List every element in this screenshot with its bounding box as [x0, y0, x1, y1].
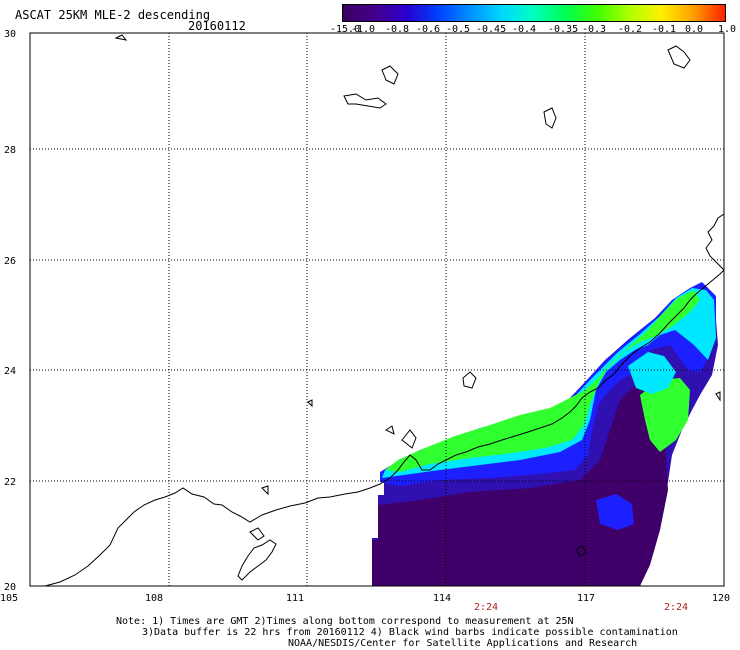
colorbar	[342, 4, 726, 22]
colorbar-label: -1.0	[351, 24, 376, 35]
coastline-segment	[343, 93, 387, 109]
coastline-segment	[462, 371, 477, 389]
colorbar-labels: -15.0 -1.0 -0.8 -0.6 -0.5 -0.45 -0.4 -0.35 -0.3-…	[330, 24, 740, 38]
coastline-segment	[385, 425, 395, 435]
colorbar-label: -0.4	[512, 24, 537, 35]
colorbar-label: 0.0	[685, 24, 704, 35]
latitude-label: 22	[4, 477, 16, 488]
colorbar-label: -0.6	[416, 24, 441, 35]
coastline-segment	[543, 107, 557, 129]
latitude-label: 28	[4, 145, 16, 156]
longitude-label: 108	[145, 593, 163, 604]
coastline-segment	[237, 539, 277, 581]
coastline-segment	[381, 65, 399, 85]
colorbar-label: -15.0	[330, 24, 361, 35]
latitude-label: 30	[4, 29, 16, 40]
coastline	[30, 34, 725, 587]
longitude-label: 117	[577, 593, 595, 604]
longitude-label: 120	[712, 593, 730, 604]
longitude-label: 105	[0, 593, 18, 604]
product-date: 20160112	[188, 19, 246, 33]
coastline-segment	[715, 391, 721, 402]
coastline-segment	[307, 399, 313, 408]
latitude-label: 20	[4, 582, 16, 593]
swath-region	[385, 290, 700, 472]
coastline-segment	[30, 269, 725, 587]
note-line-3: NOAA/NESDIS/Center for Satellite Applica…	[288, 638, 638, 649]
colorbar-label: 1.0	[718, 24, 737, 35]
colorbar-label: -0.45	[476, 24, 507, 35]
coastline-segment	[249, 527, 265, 541]
ascat-swath	[372, 282, 718, 586]
colorbar-label: -0.2	[618, 24, 643, 35]
coastline-segment	[575, 545, 587, 557]
colorbar-label: -0.1	[652, 24, 677, 35]
latitude-label: 26	[4, 256, 16, 267]
swath-region	[640, 378, 690, 452]
time-label-right: 2:24	[664, 602, 688, 613]
swath-region	[596, 494, 634, 530]
colorbar-label: -0.8	[385, 24, 410, 35]
coastline-segment	[114, 34, 128, 41]
swath-region	[628, 352, 676, 394]
colorbar-label: -0.5	[446, 24, 471, 35]
note-line-1: Note: 1) Times are GMT 2)Times along bot…	[116, 616, 574, 627]
time-label-left: 2:24	[474, 602, 498, 613]
product-title: ASCAT 25KM MLE-2 descending	[15, 8, 211, 22]
axis-tick-labels: 105 108 111 114 117 120 30 28 26 24 22 20	[0, 29, 730, 604]
longitude-label: 111	[286, 593, 304, 604]
longitude-label: 114	[433, 593, 451, 604]
coastline-segment	[261, 485, 269, 496]
latitude-label: 24	[4, 366, 16, 377]
coastline-segment	[401, 429, 417, 449]
colorbar-label: -0.35	[548, 24, 579, 35]
colorbar-label: -0.3	[582, 24, 607, 35]
coastline-segment	[667, 45, 691, 69]
coastline-segment	[705, 213, 725, 271]
note-line-2: 3)Data buffer is 22 hrs from 20160112 4)…	[142, 627, 678, 638]
map-frame	[29, 32, 725, 587]
